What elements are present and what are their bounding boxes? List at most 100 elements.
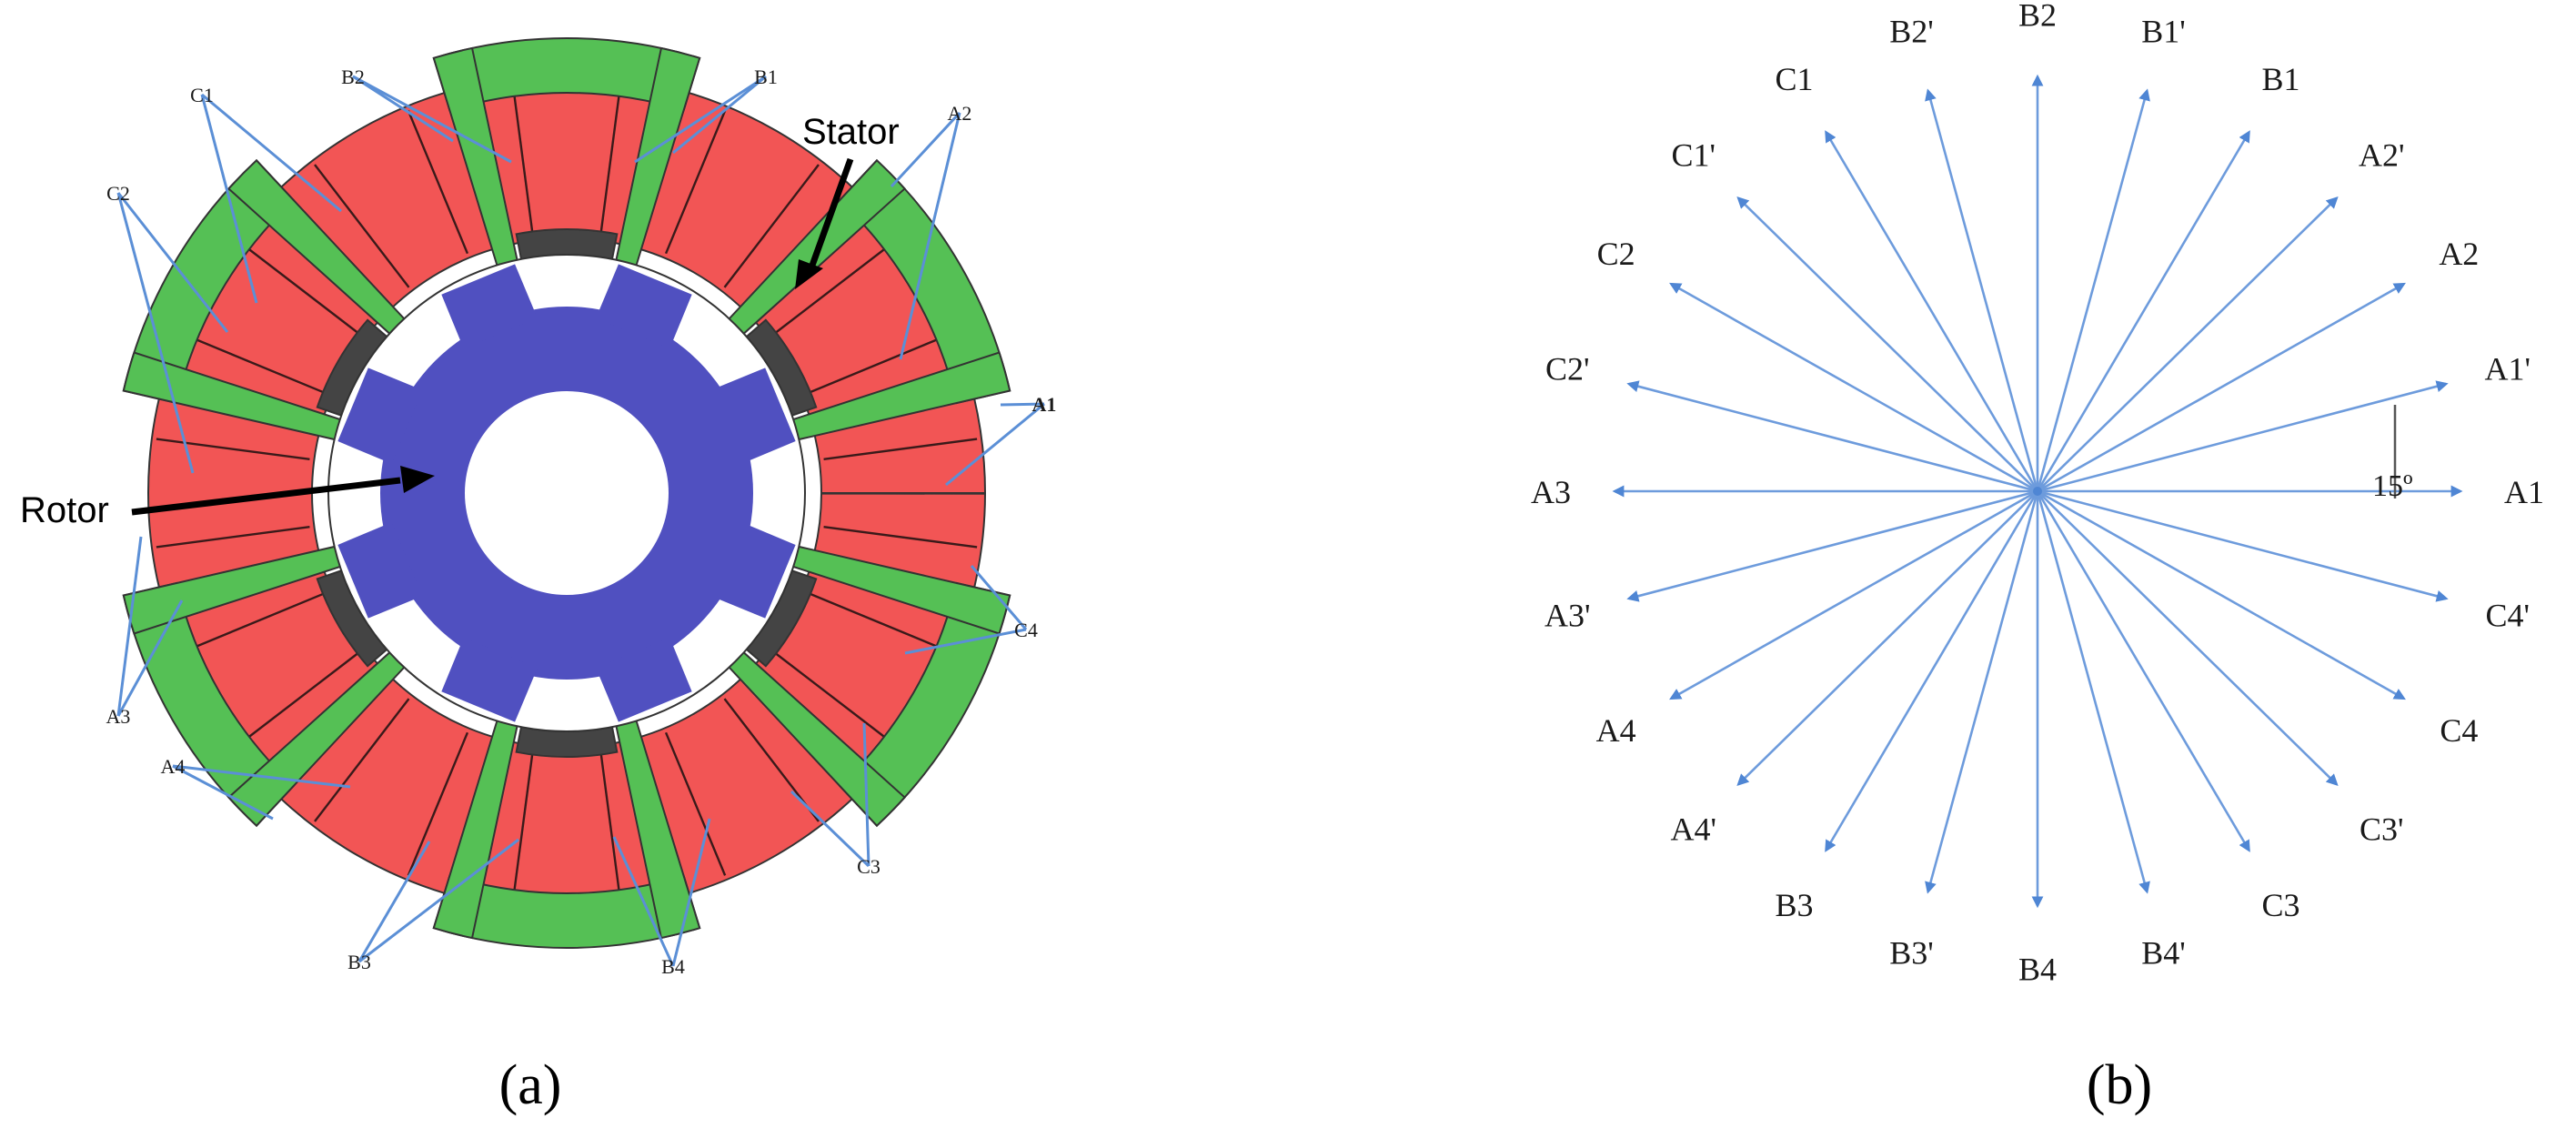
stator-pole-4 <box>432 718 701 949</box>
coil-label-c1: C1 <box>190 84 214 106</box>
leader-c4 <box>904 628 1027 655</box>
leader-c3 <box>790 790 870 868</box>
phasor-label-a2: A2 <box>2439 236 2479 272</box>
phasor-label-a1p: A1' <box>2485 350 2531 387</box>
phasor-label-b4p: B4' <box>2141 934 2186 971</box>
leader-b4 <box>671 818 711 967</box>
phasor-label-b1p: B1' <box>2141 14 2186 50</box>
stator-arrow-line <box>806 157 854 275</box>
phasor-c4 <box>2037 489 2406 700</box>
coil-divider <box>771 650 896 746</box>
phasor-label-b2: B2 <box>2018 0 2057 34</box>
phasor-label-c2p: C2' <box>1545 350 1590 387</box>
coil-divider <box>184 333 328 396</box>
coil-divider <box>156 526 310 549</box>
leader-b4 <box>612 836 675 967</box>
leader-b2 <box>352 75 512 164</box>
coil-divider <box>805 333 950 396</box>
coil-divider <box>723 164 820 288</box>
phasor-label-b3p: B3' <box>1889 934 1934 971</box>
phasor-a2p <box>2037 196 2339 492</box>
coil-label-b2: B2 <box>341 65 365 88</box>
coil-label-a1: A1 <box>1032 393 1057 416</box>
coil-label-c3: C3 <box>857 855 880 878</box>
angle-label: 15º <box>2372 469 2413 503</box>
coil-label-c4: C4 <box>1014 619 1038 641</box>
stator-pole-1 <box>432 37 701 268</box>
rotor-arrow-head <box>400 466 435 493</box>
leader-b2 <box>352 75 454 143</box>
coil-divider <box>511 82 534 237</box>
stator-label: Stator <box>802 112 900 152</box>
phasor-c3 <box>2036 490 2250 852</box>
leader-a3 <box>116 599 184 717</box>
phasor-b4p <box>2036 490 2150 894</box>
rotor-tooth <box>441 264 538 349</box>
phasor-label-a4p: A4' <box>1670 811 1716 848</box>
coil-label-c2: C2 <box>106 182 130 205</box>
phasor-star-diagram: A1 A1' A2 A2' B1 B1' B2 B2' C1 C1' C2 C2' A3 A3' A4 A4'… <box>1531 0 2544 1116</box>
phasor-c3p <box>2037 490 2339 787</box>
rotor-tooth <box>596 264 692 349</box>
phasor-label-a1: A1 <box>2504 474 2544 510</box>
leader-a2 <box>890 111 961 188</box>
rotor-callout: Rotor <box>20 466 435 530</box>
phasor-c4p <box>2037 489 2449 602</box>
phasor-label-a2p: A2' <box>2359 136 2404 173</box>
leader-c3 <box>862 722 870 867</box>
motor-cross-section: A1 A2 A3 A4 B1 B2 B3 B4 C1 C2 C3 C4 Stator Rotor (a… <box>20 37 1057 1116</box>
phasor-label-c1: C1 <box>1775 61 1813 97</box>
phasor-label-b2p: B2' <box>1889 14 1934 50</box>
coil-divider <box>237 240 362 337</box>
phasor-b1 <box>2036 130 2250 492</box>
coil-label-a3: A3 <box>106 705 131 728</box>
rotor-tooth <box>596 637 692 722</box>
coil-leader-lines <box>116 75 1045 967</box>
leader-a1 <box>1000 402 1045 407</box>
rotor-tooth <box>710 368 796 464</box>
leader-b1 <box>672 75 767 155</box>
coil-divider <box>237 650 362 746</box>
coil-divider <box>664 731 727 876</box>
coil-divider <box>156 438 310 460</box>
phasor-a1p <box>2037 380 2449 493</box>
leader-c1 <box>200 94 258 304</box>
angle-annotation: 15º <box>2372 405 2413 503</box>
coil-label-b3: B3 <box>347 951 371 973</box>
rotor-label: Rotor <box>20 490 109 530</box>
coil-divider <box>407 110 469 255</box>
coil-divider <box>823 438 978 460</box>
shaft-bore <box>465 391 669 595</box>
leader-a1 <box>945 402 1045 487</box>
leader-b3 <box>358 838 519 963</box>
coil-divider <box>314 698 410 822</box>
caption-b: (b) <box>2087 1054 2152 1116</box>
coil-divider <box>184 590 328 653</box>
phasor-label-c4: C4 <box>2440 712 2478 749</box>
phasor-a3p <box>1626 489 2038 602</box>
phasor-label-b1: B1 <box>2261 61 2299 97</box>
leader-c2 <box>116 192 229 333</box>
phasor-label-c3p: C3' <box>2360 811 2404 848</box>
coil-divider <box>823 526 978 549</box>
rotor-arrow-line <box>131 477 401 516</box>
coil-label-a4: A4 <box>161 755 186 778</box>
stator-pole-3 <box>726 545 1011 828</box>
coil-divider <box>805 590 950 653</box>
phasor-label-b3: B3 <box>1775 887 1813 923</box>
rotor-tooth <box>441 637 538 722</box>
leader-a4 <box>172 764 274 821</box>
coil-divider <box>407 731 469 876</box>
leader-b1 <box>634 75 767 164</box>
stator-pole-5 <box>122 545 408 828</box>
coil-divider <box>664 110 727 255</box>
coil-divider <box>599 750 622 904</box>
coil-divider <box>599 82 622 237</box>
phasor-b3p <box>1925 490 2039 894</box>
coil-divider <box>511 750 534 904</box>
rotor-tooth <box>710 522 796 619</box>
phasor-label-c4p: C4' <box>2486 598 2531 634</box>
rotor-tooth <box>337 368 423 464</box>
phasor-spokes <box>1612 74 2463 909</box>
